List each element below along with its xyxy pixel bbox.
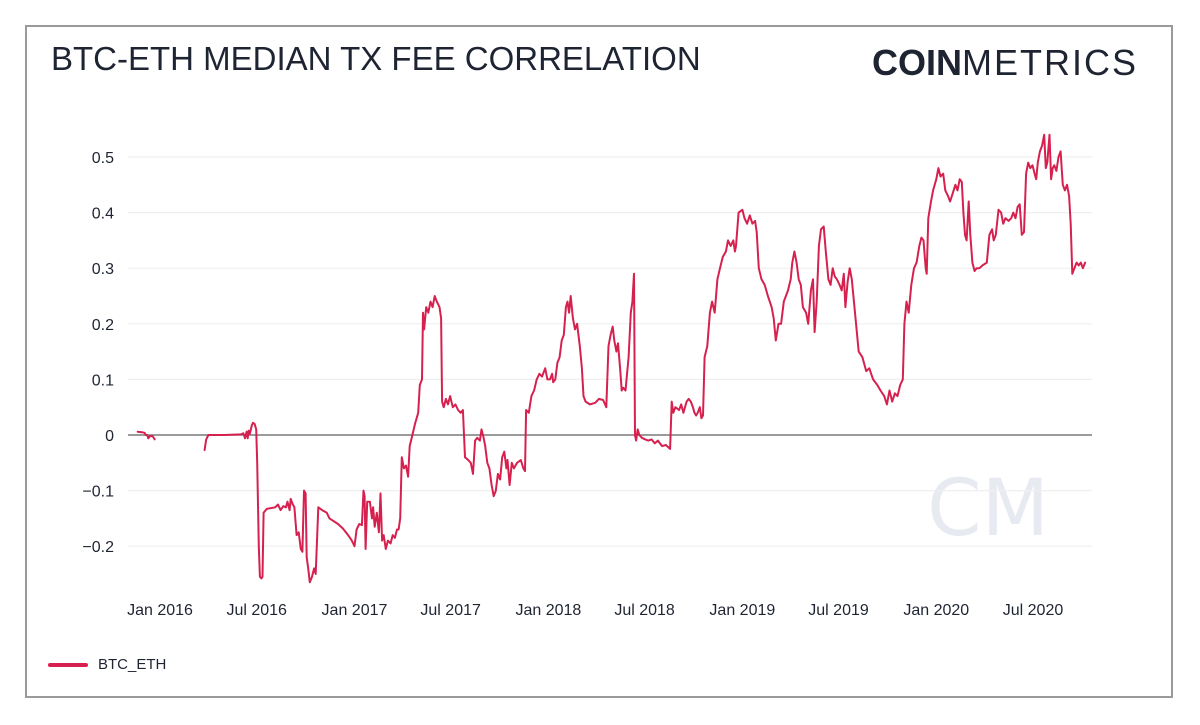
x-tick-label: Jul 2020 xyxy=(1003,602,1064,619)
y-tick-label: 0.1 xyxy=(92,372,114,389)
watermark-text: CM xyxy=(927,464,1049,554)
legend-swatch xyxy=(48,662,88,667)
logo-text-light: METRICS xyxy=(962,42,1138,83)
logo-text-bold: COIN xyxy=(872,42,962,83)
coinmetrics-logo: COINMETRICS xyxy=(872,42,1138,84)
x-tick-label: Jan 2018 xyxy=(515,602,581,619)
x-tick-label: Jan 2017 xyxy=(322,602,388,619)
y-axis: 0.5 0.4 0.3 0.2 0.1 0 −0.1 −0.2 xyxy=(82,150,114,556)
chart-title: BTC-ETH MEDIAN TX FEE CORRELATION xyxy=(51,40,701,77)
y-tick-label: 0.3 xyxy=(92,261,114,278)
x-axis: Jan 2016 Jul 2016 Jan 2017 Jul 2017 Jan 2018… xyxy=(127,602,1063,619)
legend-label: BTC_ETH xyxy=(98,656,167,673)
y-tick-label: 0.5 xyxy=(92,150,114,167)
legend[interactable]: BTC_ETH xyxy=(48,656,166,673)
x-tick-label: Jul 2019 xyxy=(808,602,869,619)
y-tick-label: 0 xyxy=(105,428,114,445)
grid-lines xyxy=(128,156,1092,547)
y-tick-label: 0.2 xyxy=(92,317,114,334)
x-tick-label: Jan 2019 xyxy=(709,602,775,619)
series-line-btc-eth xyxy=(136,430,156,441)
series-group xyxy=(136,133,1087,584)
y-tick-label: −0.2 xyxy=(82,539,114,556)
y-tick-label: 0.4 xyxy=(92,206,114,223)
x-tick-label: Jan 2020 xyxy=(903,602,969,619)
series-line-btc-eth xyxy=(203,133,1087,584)
x-tick-label: Jul 2016 xyxy=(226,602,287,619)
x-tick-label: Jul 2018 xyxy=(614,602,675,619)
x-tick-label: Jan 2016 xyxy=(127,602,193,619)
cm-watermark: CM xyxy=(927,464,1049,554)
chart-frame xyxy=(25,25,1173,698)
x-tick-label: Jul 2017 xyxy=(420,602,481,619)
y-tick-label: −0.1 xyxy=(82,484,114,501)
